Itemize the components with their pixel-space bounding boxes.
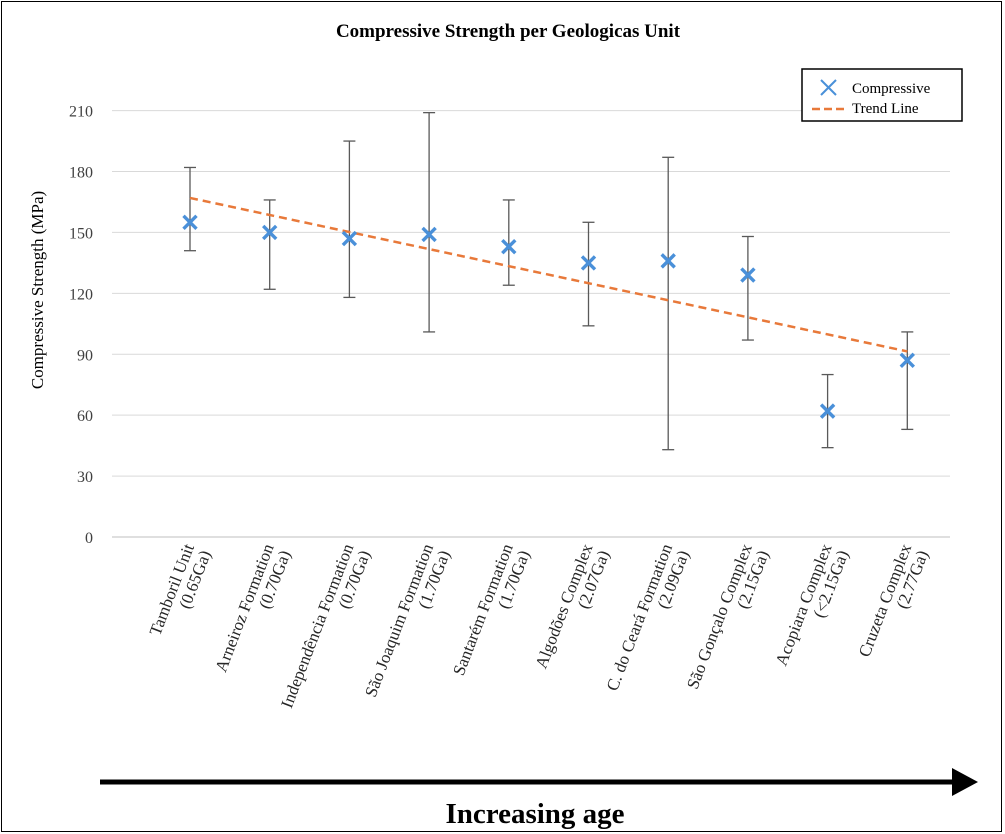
x-tick-labels: Tamboril Unit(0.65Ga)Arneiroz Formation(… <box>146 541 933 717</box>
error-bar-9 <box>901 331 914 431</box>
x-tick-7: São Gonçalo Complex(2.15Ga) <box>683 541 773 698</box>
point-0 <box>182 214 198 230</box>
y-tick-labels: 0 30 60 90 120 150 180 210 <box>69 104 93 547</box>
point-7-stroke-b <box>740 267 756 283</box>
y-axis-label: Compressive Strength (MPa) <box>28 191 47 389</box>
point-5 <box>580 255 597 271</box>
error-bar-7 <box>741 235 754 341</box>
point-3-stroke-b <box>421 226 437 243</box>
point-2 <box>341 230 358 247</box>
point-6 <box>660 253 676 269</box>
point-9 <box>899 352 916 369</box>
point-1-stroke-b <box>261 224 278 241</box>
error-bar-0 <box>184 166 196 252</box>
y-tick-0: 0 <box>85 530 93 547</box>
y-tick-90: 90 <box>77 347 93 364</box>
x-tick-9: Cruzeta Complex(2.77Ga) <box>855 541 933 666</box>
x-tick-3-line-0: São Joaquim Formation <box>361 541 437 700</box>
error-bar-6 <box>662 156 675 451</box>
x-tick-6-line-0: C. do Ceará Formation <box>603 541 677 694</box>
point-8-stroke-b <box>819 403 836 419</box>
point-3 <box>421 226 437 243</box>
x-tick-5: Algodões Complex(2.07Ga) <box>532 541 614 678</box>
y-tick-60: 60 <box>77 408 93 425</box>
error-bar-3 <box>423 111 436 333</box>
x-tick-6: C. do Ceará Formation(2.09Ga) <box>603 541 694 700</box>
legend-marker-compressive-icon <box>820 79 837 96</box>
point-8 <box>819 403 836 419</box>
point-4-stroke-b <box>501 238 517 255</box>
trend-line <box>189 196 908 353</box>
y-tick-210: 210 <box>69 104 93 121</box>
grid <box>112 110 950 538</box>
data-points <box>182 214 916 419</box>
chart-title: Compressive Strength per Geologicas Unit <box>336 21 681 42</box>
x-tick-4: Santarém Formation(1.70Ga) <box>449 541 534 685</box>
point-2-stroke-b <box>341 230 358 247</box>
error-bar-5 <box>582 221 595 327</box>
x-tick-2: Independência Formation(0.70Ga) <box>277 541 374 717</box>
legend-label-compressive: Compressive <box>852 81 931 97</box>
point-4 <box>501 238 517 255</box>
y-tick-120: 120 <box>69 286 93 303</box>
x-tick-0: Tamboril Unit(0.65Ga) <box>146 541 215 645</box>
point-0-stroke-b <box>182 214 198 230</box>
legend-label-trend: Trend Line <box>852 101 919 117</box>
age-arrow <box>100 768 978 796</box>
error-bar-2 <box>343 140 356 299</box>
x-tick-1: Arneiroz Formation(0.70Ga) <box>211 541 294 681</box>
point-7 <box>740 267 756 283</box>
x-tick-8: Acopiara Complex(<2.15Ga) <box>772 541 853 675</box>
legend-box <box>801 68 963 122</box>
y-tick-30: 30 <box>77 469 93 486</box>
error-bar-1 <box>263 199 276 290</box>
error-bars <box>184 111 914 451</box>
point-5-stroke-b <box>580 255 597 271</box>
x-tick-3: São Joaquim Formation(1.70Ga) <box>361 541 454 706</box>
error-bar-4 <box>502 199 515 286</box>
point-1 <box>261 224 278 241</box>
x-tick-7-line-0: São Gonçalo Complex <box>683 541 756 692</box>
arrow-head-icon <box>952 768 978 796</box>
point-6-stroke-b <box>660 253 676 269</box>
y-tick-150: 150 <box>69 225 93 242</box>
y-tick-180: 180 <box>69 165 93 182</box>
legend: Compressive Trend Line <box>801 68 963 122</box>
age-label: Increasing age <box>445 798 624 830</box>
point-9-stroke-b <box>899 352 916 369</box>
